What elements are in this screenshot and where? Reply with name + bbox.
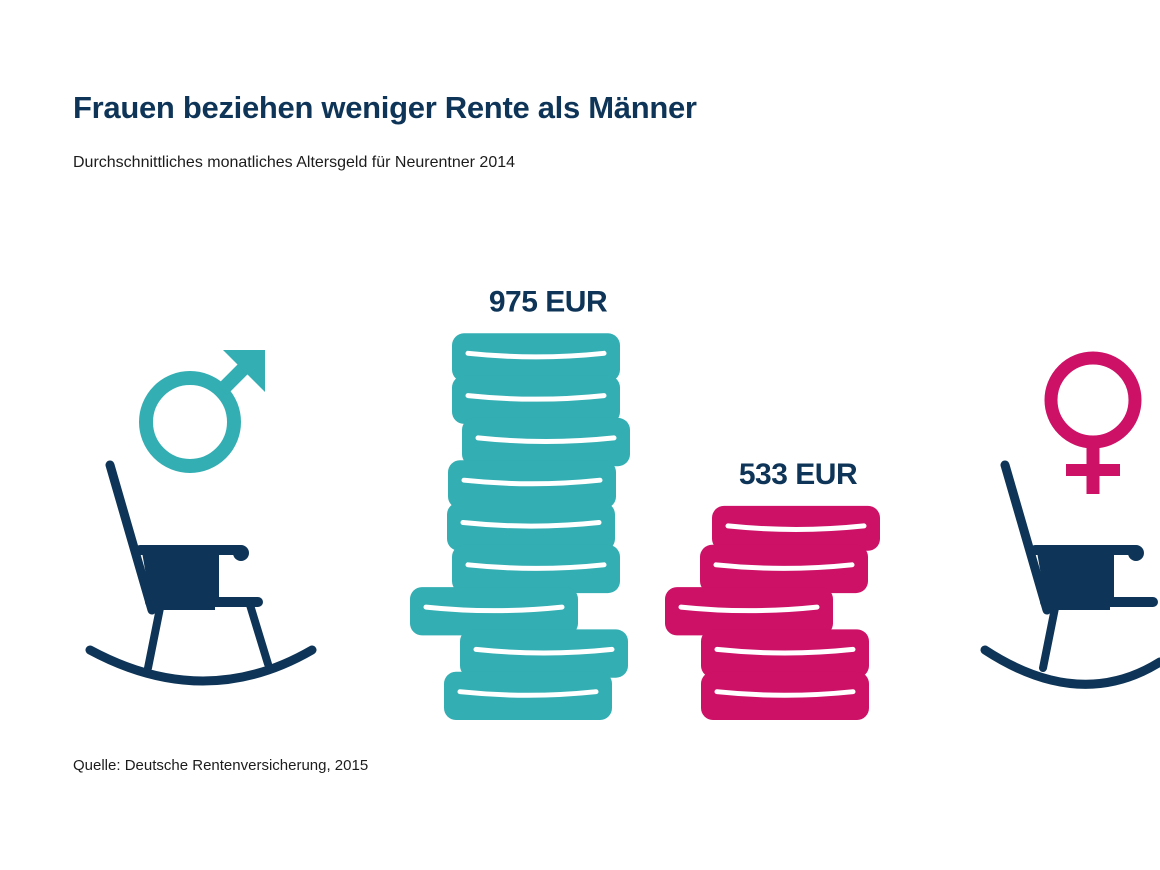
value-label-women: 533 EUR: [739, 458, 858, 491]
coin: [460, 629, 628, 678]
coin: [665, 587, 833, 636]
chart-subtitle: Durchschnittliches monatliches Altersgel…: [73, 154, 516, 171]
coin: [701, 629, 869, 678]
source-note: Quelle: Deutsche Rentenversicherung, 201…: [73, 757, 369, 774]
coin: [444, 671, 612, 720]
coin-stack-women: [665, 505, 880, 720]
coin: [701, 671, 869, 720]
coin: [700, 544, 868, 594]
rocking-chair-icon: [85, 460, 317, 686]
coin: [447, 502, 615, 551]
coin: [452, 544, 620, 594]
coin: [462, 417, 630, 467]
coin: [448, 460, 616, 509]
value-label-men: 975 EUR: [489, 285, 608, 318]
coin-stack-men: [410, 333, 630, 720]
coin: [452, 375, 620, 424]
coin: [452, 333, 620, 382]
chart-title: Frauen beziehen weniger Rente als Männer: [73, 90, 697, 125]
female-symbol-icon: [1044, 351, 1142, 494]
male-symbol-icon: [139, 350, 265, 473]
coin: [712, 505, 880, 551]
coin: [410, 587, 578, 636]
rocking-chair-icon: [980, 460, 1160, 689]
coin-stacks: [410, 333, 880, 720]
